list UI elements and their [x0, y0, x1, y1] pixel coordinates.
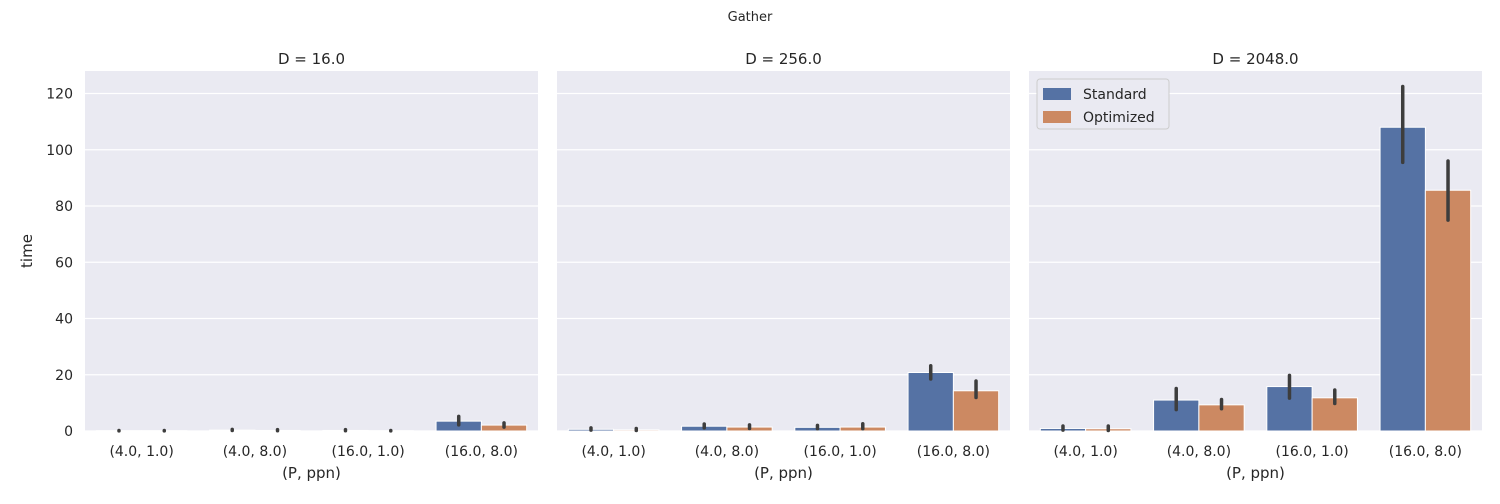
plot-area — [85, 71, 538, 431]
panel-title: D = 2048.0 — [1212, 50, 1298, 68]
plot-area — [557, 71, 1010, 431]
figure-suptitle: Gather — [728, 10, 773, 25]
x-tick-label: (16.0, 1.0) — [1275, 444, 1348, 460]
x-tick-label: (4.0, 8.0) — [695, 444, 759, 460]
x-tick-label: (4.0, 8.0) — [223, 444, 287, 460]
y-tick-label: 80 — [55, 199, 73, 215]
x-axis-label: (P, ppn) — [1226, 464, 1285, 482]
legend-swatch — [1043, 111, 1071, 123]
x-tick-label: (4.0, 8.0) — [1167, 444, 1231, 460]
x-tick-label: (16.0, 1.0) — [803, 444, 876, 460]
chart-panel: 0 20 40 60 80 100 120 time D = 16.0 (4.0, 1.0) (4.… — [18, 50, 538, 482]
x-tick-label: (16.0, 8.0) — [445, 444, 518, 460]
chart-panel: D = 256.0 (4.0, 1.0) (4.0, 8.0) (16.0, 1.0)… — [557, 50, 1010, 482]
x-axis-label: (P, ppn) — [754, 464, 813, 482]
legend: Standard Optimized — [1036, 78, 1170, 130]
bar — [1424, 189, 1472, 432]
legend-swatch — [1043, 88, 1071, 100]
y-tick-label: 100 — [46, 143, 73, 159]
y-axis-label: time — [18, 234, 36, 268]
x-tick-label: (16.0, 1.0) — [331, 444, 404, 460]
panel-title: D = 256.0 — [745, 50, 822, 68]
y-tick-label: 60 — [55, 255, 73, 271]
x-tick-label: (4.0, 1.0) — [109, 444, 173, 460]
x-axis-label: (P, ppn) — [282, 464, 341, 482]
y-tick-label: 20 — [55, 368, 73, 384]
bar — [1379, 126, 1426, 432]
y-tick-label: 0 — [64, 424, 73, 440]
x-tick-label: (16.0, 8.0) — [1389, 444, 1462, 460]
legend-label: Optimized — [1083, 110, 1155, 126]
chart-panel: D = 2048.0 (4.0, 1.0) (4.0, 8.0) (16.0, 1.0… — [1029, 50, 1482, 482]
y-tick-label: 40 — [55, 312, 73, 328]
x-tick-label: (16.0, 8.0) — [917, 444, 990, 460]
y-tick-label: 120 — [46, 87, 73, 103]
bar — [907, 372, 954, 432]
x-tick-label: (4.0, 1.0) — [581, 444, 645, 460]
x-tick-label: (4.0, 1.0) — [1053, 444, 1117, 460]
panel-title: D = 16.0 — [278, 50, 345, 68]
legend-label: Standard — [1083, 87, 1147, 103]
